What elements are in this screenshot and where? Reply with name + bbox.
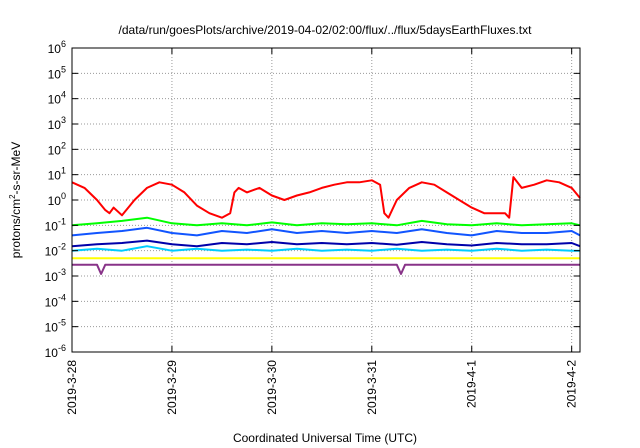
y-tick-label-exp: -3 <box>58 267 66 277</box>
series-line-2 <box>71 216 581 227</box>
y-tick-label-exp: -5 <box>58 318 66 328</box>
y-tick-label: 103 <box>48 115 66 132</box>
x-axis-label: Coordinated Universal Time (UTC) <box>233 431 417 445</box>
y-tick-label-base: 10 <box>48 194 62 208</box>
y-tick-label: 104 <box>48 90 66 107</box>
y-axis-label: protons/cm2-s-sr-MeV <box>8 142 23 258</box>
y-axis-label-rest: -s-sr-MeV <box>9 142 23 195</box>
y-tick-label-base: 10 <box>45 295 59 309</box>
x-tick-label: 2019-3-29 <box>165 360 179 415</box>
y-tick-label-exp: 2 <box>61 140 66 150</box>
y-tick-label-base: 10 <box>45 321 59 335</box>
y-tick-label-base: 10 <box>45 346 59 360</box>
y-tick-label: 102 <box>48 140 66 157</box>
series-line-1 <box>71 176 581 219</box>
y-tick-label-exp: -1 <box>58 216 66 226</box>
y-tick-label: 10-1 <box>45 216 66 233</box>
y-tick-label: 10-5 <box>45 318 66 335</box>
x-tick-label: 2019-4-1 <box>465 360 479 408</box>
x-tick-label: 2019-4-2 <box>565 360 579 408</box>
y-tick-label-exp: 6 <box>61 39 66 49</box>
y-tick-label-exp: 1 <box>61 166 66 176</box>
series-line-5 <box>71 239 581 248</box>
x-tick-label: 2019-3-28 <box>65 360 79 415</box>
series-layer <box>71 176 581 275</box>
grid <box>71 48 580 352</box>
y-tick-label-base: 10 <box>48 42 62 56</box>
y-tick-label: 100 <box>48 191 66 208</box>
series-line-7 <box>72 263 580 275</box>
y-tick-label-exp: 0 <box>61 191 66 201</box>
y-tick-label: 10-6 <box>45 343 66 360</box>
y-axis-ticks: 10610510410310210110010-110-210-310-410-… <box>45 39 580 360</box>
y-tick-label-base: 10 <box>48 93 62 107</box>
y-tick-label: 10-4 <box>45 292 66 309</box>
y-tick-label-base: 10 <box>45 219 59 233</box>
y-tick-label: 10-2 <box>45 242 66 259</box>
y-tick-label: 10-3 <box>45 267 66 284</box>
y-tick-label-base: 10 <box>48 169 62 183</box>
x-tick-label: 2019-3-30 <box>265 360 279 415</box>
y-tick-label-base: 10 <box>48 143 62 157</box>
y-tick-label: 105 <box>48 64 66 81</box>
y-tick-label-base: 10 <box>48 67 62 81</box>
x-tick-label: 2019-3-31 <box>365 360 379 415</box>
y-tick-label: 106 <box>48 39 66 56</box>
series-line-4 <box>71 226 581 237</box>
y-tick-label-base: 10 <box>45 270 59 284</box>
y-tick-label: 101 <box>48 166 66 183</box>
y-tick-label-exp: 4 <box>61 90 66 100</box>
y-tick-label-base: 10 <box>48 118 62 132</box>
y-tick-label-exp: -4 <box>58 292 66 302</box>
y-tick-label-exp: 3 <box>61 115 66 125</box>
y-axis-label-sup: 2 <box>8 194 17 199</box>
series-line-3 <box>71 245 580 252</box>
y-axis-label-base: protons/cm <box>9 199 23 258</box>
y-tick-label-exp: -6 <box>58 343 66 353</box>
chart-title: /data/run/goesPlots/archive/2019-04-02/0… <box>119 23 533 37</box>
x-axis-ticks: 2019-3-28 2019-3-29 2019-3-30 2019-3-31 2019… <box>65 48 579 415</box>
y-tick-label-exp: 5 <box>61 64 66 74</box>
y-tick-label-base: 10 <box>45 245 59 259</box>
y-tick-label-exp: -2 <box>58 242 66 252</box>
